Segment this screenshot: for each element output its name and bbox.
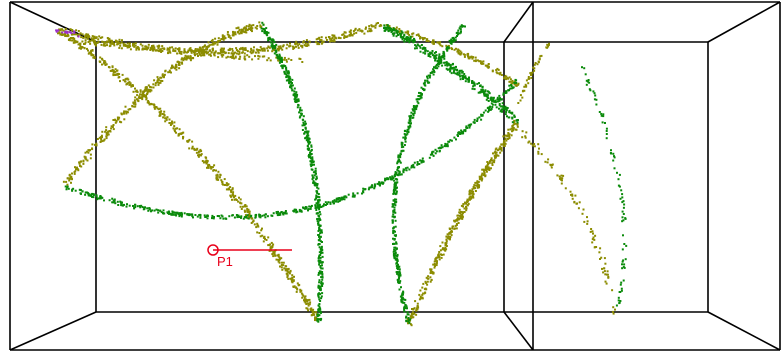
strand-olive-8	[521, 130, 616, 315]
box-edge-depth-tr	[707, 1, 781, 43]
strand-olive-3	[62, 21, 265, 186]
strand-green-4	[383, 24, 519, 124]
strand-olive-5	[406, 119, 519, 327]
strand-green-2	[64, 78, 518, 220]
box-edge-mid-top	[503, 1, 534, 43]
strand-green-1	[260, 21, 324, 323]
strand-olive-6	[73, 37, 304, 63]
point-clouds	[55, 21, 628, 327]
circle-marker-icon[interactable]	[207, 244, 219, 256]
strand-green-5	[581, 66, 628, 307]
strand-olive-7	[517, 42, 550, 104]
box-edge-depth-tl	[9, 1, 97, 43]
marker-p1[interactable]: P1	[207, 244, 292, 269]
box-edge-depth-bl	[9, 311, 97, 351]
strand-green-3	[391, 24, 466, 324]
strand-olive-4	[379, 24, 520, 87]
strand-purple-1	[55, 29, 80, 38]
box-edge-mid-bottom	[503, 311, 534, 351]
box-edge-depth-br	[707, 311, 781, 351]
marker-label: P1	[217, 254, 233, 269]
bounding-box-frame	[9, 1, 781, 351]
